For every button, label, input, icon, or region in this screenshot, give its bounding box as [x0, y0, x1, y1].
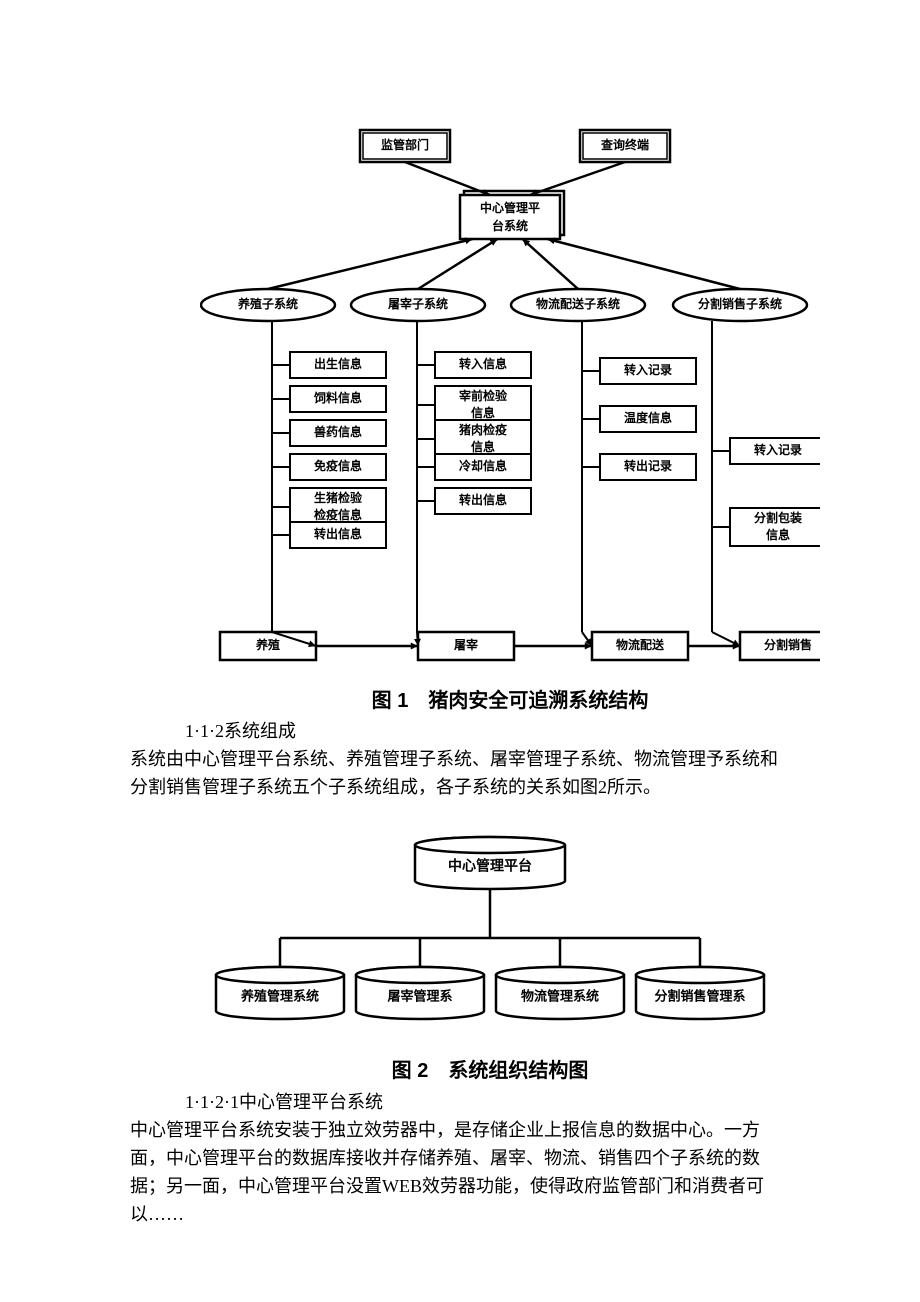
svg-text:监管部门: 监管部门	[381, 137, 429, 152]
figure-2-caption: 图 2 系统组织结构图	[200, 1054, 780, 1083]
svg-text:转出信息: 转出信息	[314, 526, 362, 541]
svg-text:转出记录: 转出记录	[624, 458, 672, 473]
figure-1-caption: 图 1 猪肉安全可追溯系统结构	[200, 684, 820, 713]
svg-text:屠宰: 屠宰	[454, 637, 478, 652]
svg-text:转入记录: 转入记录	[754, 442, 802, 457]
svg-text:物流配送: 物流配送	[616, 637, 665, 652]
svg-text:冷却信息: 冷却信息	[459, 458, 507, 473]
svg-text:物流管理系统: 物流管理系统	[521, 988, 599, 1003]
svg-text:生猪检验: 生猪检验	[314, 490, 363, 505]
figure-1-svg: 监管部门 查询终端中心管理平台系统养殖子系统 屠宰子系统 物流配送子系统 分割销售子系统…	[200, 120, 820, 680]
svg-text:中心管理平: 中心管理平	[480, 200, 540, 215]
svg-text:免疫信息: 免疫信息	[314, 458, 362, 473]
section-1-1-2-1-heading: 1·1·2·1中心管理平台系统	[185, 1089, 383, 1117]
svg-text:兽药信息: 兽药信息	[314, 424, 362, 439]
svg-text:分割销售管理系: 分割销售管理系	[654, 988, 745, 1003]
svg-text:信息: 信息	[471, 405, 495, 420]
svg-text:饲料信息: 饲料信息	[313, 390, 362, 405]
section-1-1-2-heading: 1·1·2系统组成	[185, 718, 296, 746]
figure-2: 中心管理平台养殖管理系统 屠宰管理系 物流管理系统 分割销售管理系 图 2 系统组织结…	[200, 820, 780, 1083]
svg-text:转入信息: 转入信息	[459, 356, 507, 371]
section-1-1-2-body: 系统由中心管理平台系统、养殖管理子系统、屠宰管理子系统、物流管理予系统和分割销售…	[130, 746, 790, 802]
svg-text:分割销售: 分割销售	[764, 637, 812, 652]
svg-text:物流配送子系统: 物流配送子系统	[536, 296, 620, 311]
svg-text:屠宰管理系: 屠宰管理系	[387, 988, 452, 1003]
svg-text:分割销售子系统: 分割销售子系统	[698, 296, 782, 311]
svg-text:检疫信息: 检疫信息	[314, 507, 362, 522]
svg-text:查询终端: 查询终端	[600, 137, 649, 152]
svg-text:信息: 信息	[471, 439, 495, 454]
svg-text:屠宰子系统: 屠宰子系统	[388, 296, 448, 311]
svg-text:转入记录: 转入记录	[624, 362, 672, 377]
svg-text:分割包装: 分割包装	[754, 510, 802, 525]
svg-text:养殖: 养殖	[255, 637, 280, 652]
svg-text:养殖管理系统: 养殖管理系统	[240, 988, 319, 1003]
svg-text:中心管理平台: 中心管理平台	[448, 858, 532, 874]
svg-text:温度信息: 温度信息	[624, 410, 672, 425]
section-1-1-2-1-body: 中心管理平台系统安装于独立效劳器中，是存储企业上报信息的数据中心。一方面，中心管…	[130, 1117, 790, 1229]
svg-text:台系统: 台系统	[492, 218, 528, 233]
figure-2-svg: 中心管理平台养殖管理系统 屠宰管理系 物流管理系统 分割销售管理系	[200, 820, 780, 1050]
svg-text:猪肉检疫: 猪肉检疫	[458, 422, 507, 437]
svg-text:宰前检验: 宰前检验	[459, 388, 508, 403]
svg-text:出生信息: 出生信息	[314, 356, 362, 371]
svg-text:转出信息: 转出信息	[459, 492, 507, 507]
figure-1: 监管部门 查询终端中心管理平台系统养殖子系统 屠宰子系统 物流配送子系统 分割销售子系统…	[200, 120, 820, 713]
svg-text:养殖子系统: 养殖子系统	[237, 296, 298, 311]
svg-text:信息: 信息	[766, 527, 790, 542]
